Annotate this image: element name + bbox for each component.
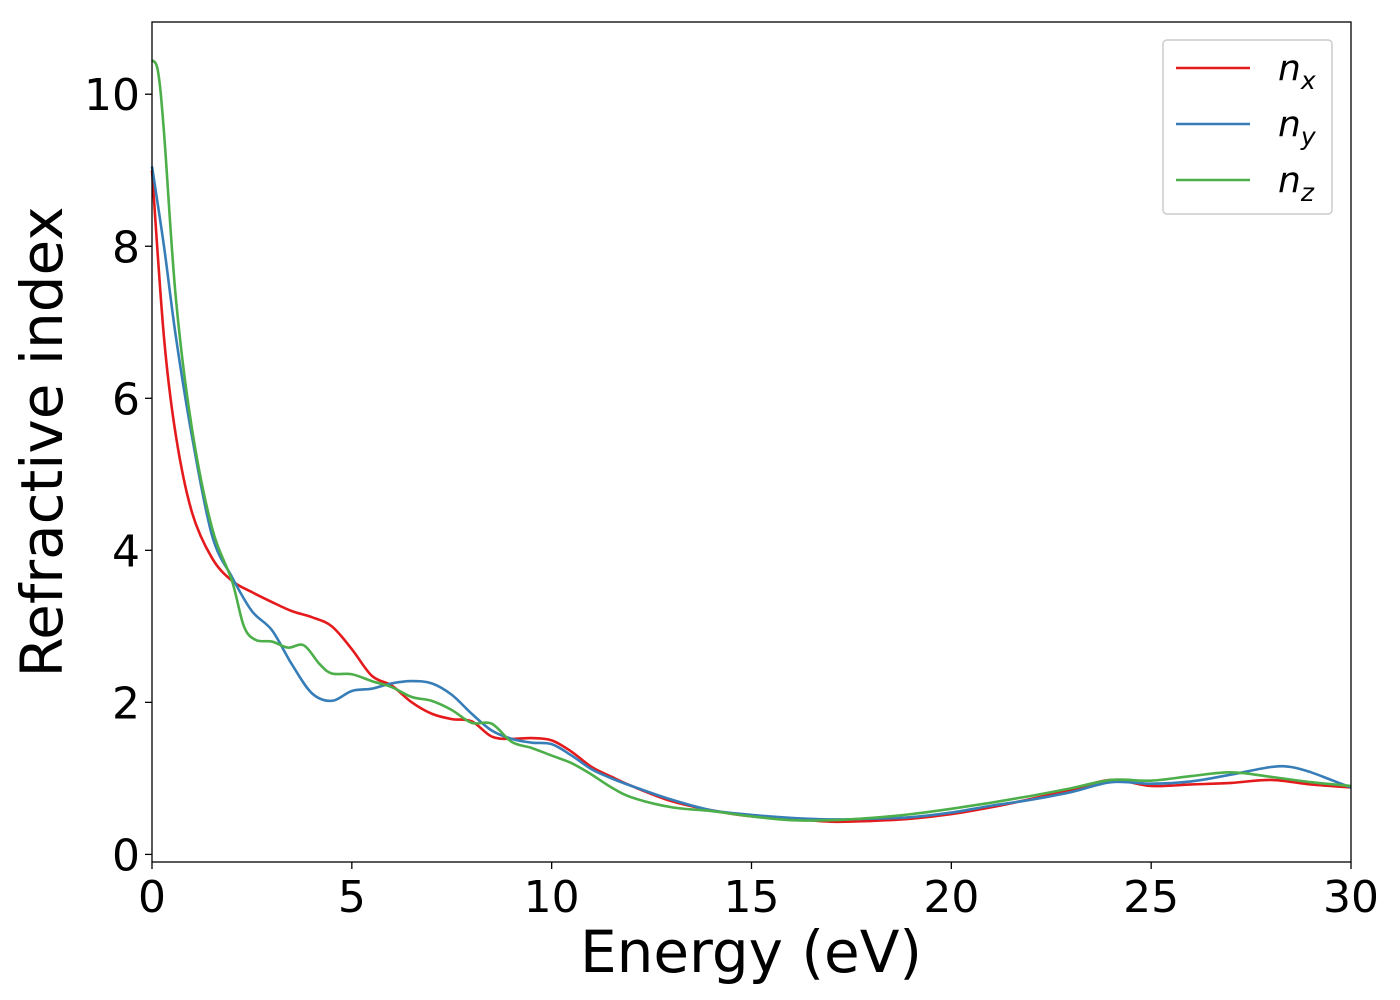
legend-label-subscript: y: [1300, 122, 1317, 151]
y-tick-label: 6: [112, 374, 140, 425]
series-line-ny: [150, 166, 1352, 821]
x-tick-label: 20: [923, 872, 979, 923]
x-tick-label: 10: [524, 872, 580, 923]
y-tick-label: 0: [112, 830, 140, 881]
legend-label-subscript: x: [1300, 66, 1316, 95]
x-axis-ticks: 0 5 10 15 20 25 30: [138, 862, 1379, 923]
series-line-nx: [150, 170, 1352, 824]
x-tick-label: 25: [1123, 872, 1179, 923]
y-tick-label: 10: [84, 70, 140, 121]
x-tick-label: 5: [338, 872, 366, 923]
y-tick-label: 2: [112, 678, 140, 729]
legend-box: [1162, 39, 1333, 215]
series-line-nz: [150, 59, 1352, 822]
y-axis-label: Refractive index: [8, 206, 76, 677]
series-lines: [150, 59, 1352, 824]
legend-label-ny: ny: [1278, 104, 1317, 151]
x-axis-label: Energy (eV): [580, 918, 922, 986]
x-tick-label: 15: [724, 872, 780, 923]
x-tick-label: 30: [1323, 872, 1379, 923]
legend-label-nz: nz: [1278, 160, 1315, 207]
legend-label-symbol: n: [1278, 160, 1301, 201]
legend-label-subscript: z: [1300, 178, 1315, 207]
legend-label-symbol: n: [1278, 48, 1301, 89]
legend-label-symbol: n: [1278, 104, 1301, 145]
y-tick-label: 8: [112, 222, 140, 273]
y-tick-label: 4: [112, 526, 140, 577]
legend-label-nx: nx: [1278, 48, 1316, 95]
y-axis-ticks: 0 2 4 6 8 10: [84, 70, 152, 881]
x-tick-label: 0: [138, 872, 166, 923]
